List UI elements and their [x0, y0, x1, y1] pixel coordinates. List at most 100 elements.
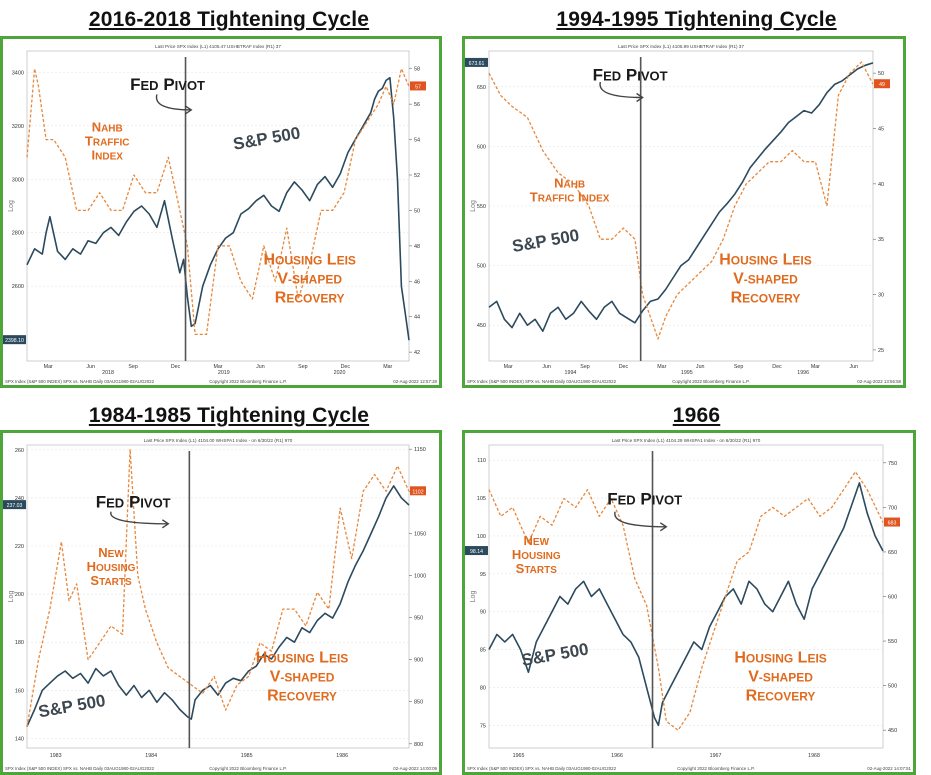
footer-timestamp: 02-Aug-2022 14:00:09 [393, 766, 437, 771]
y-right-tick-label: 58 [414, 67, 420, 73]
annotation-arrowhead [659, 522, 668, 532]
chart-frame: Last Price SPX Index (L1) 4105.99 USHBTR… [462, 36, 906, 388]
y-right-tick-label: 46 [414, 279, 420, 285]
badge-value: 683 [888, 521, 897, 527]
footer-source: SPX Index (S&P 500 INDEX) SPX vs. NAHB D… [467, 766, 617, 771]
chart-svg: Last Price SPX Index (L1) 4105.47 USHBTR… [3, 44, 438, 384]
annotation-recovery-line: V-SHAPED [270, 668, 335, 685]
y-right-tick-label: 600 [888, 595, 897, 601]
last-value-badge-left: 2398.10 [3, 335, 26, 345]
y-right-tick-label: 700 [888, 505, 897, 511]
y-left-tick-label: 160 [15, 688, 24, 694]
y-axis-label: Log [8, 200, 15, 212]
y-right-tick-label: 1000 [414, 573, 426, 579]
badge-background [874, 79, 890, 89]
x-tick-label: Dec [619, 364, 629, 370]
y-left-tick-label: 100 [477, 534, 486, 540]
y-right-tick-label: 44 [414, 315, 420, 321]
series-line-housing [26, 68, 410, 336]
y-right-tick-label: 56 [414, 102, 420, 108]
badge-background [465, 57, 488, 67]
y-left-tick-label: 2800 [12, 231, 24, 237]
x-tick-label: Dec [171, 364, 181, 370]
last-value-badge-right: 57 [410, 81, 426, 91]
annotation-recovery-line: RECOVERY [731, 290, 801, 307]
series-line-housing [26, 448, 410, 728]
x-tick-label: Mar [657, 364, 666, 370]
y-right-tick-label: 30 [878, 293, 884, 299]
last-value-badge-left: 237.03 [3, 500, 26, 510]
footer-source: SPX Index (S&P 500 INDEX) SPX vs. NAHB D… [467, 379, 617, 384]
y-left-tick-label: 240 [15, 496, 24, 502]
annotation-recovery-line: RECOVERY [275, 290, 345, 307]
annotation-recovery-line: V-SHAPED [733, 271, 798, 288]
y-left-tick-label: 220 [15, 544, 24, 550]
annotation-fed-pivot: FED PIVOT [593, 66, 668, 85]
annotation-recovery-line: HOUSING LEIS [734, 649, 826, 666]
footer-timestamp: 02-Aug-2022 13:56:58 [857, 379, 901, 384]
x-tick-label: Sep [580, 364, 589, 370]
x-tick-label: Jun [542, 364, 551, 370]
annotation-housing-line: NAHB [554, 175, 585, 190]
annotation-arrow [155, 94, 192, 111]
annotation-housing-line: NAHB [92, 120, 123, 135]
y-left-tick-label: 260 [15, 448, 24, 454]
footer-copyright: Copyright 2022 Bloomberg Finance L.P. [672, 379, 750, 384]
x-year-label: 1966 [611, 753, 623, 759]
y-left-tick-label: 450 [477, 323, 486, 329]
x-year-label: 1996 [797, 370, 809, 376]
y-right-tick-label: 450 [888, 728, 897, 734]
annotation-recovery-line: RECOVERY [746, 687, 816, 704]
x-year-label: 2018 [102, 370, 114, 376]
footer-copyright: Copyright 2022 Bloomberg Finance L.P. [209, 766, 287, 771]
y-left-tick-label: 650 [477, 85, 486, 91]
annotation-housing-line: STARTS [516, 561, 558, 576]
y-right-tick-label: 750 [888, 461, 897, 467]
x-tick-label: Dec [341, 364, 351, 370]
annotation-arrowhead [636, 92, 644, 103]
annotation-housing-line: NEW [98, 545, 124, 560]
x-tick-label: Mar [213, 364, 222, 370]
x-tick-label: Mar [811, 364, 820, 370]
x-year-label: 1983 [50, 753, 62, 759]
last-value-badge-right: 1102 [410, 486, 426, 496]
y-right-tick-label: 35 [878, 237, 884, 243]
chart-panel: 1966 Last Price SPX Index (L1) 4104.29 W… [462, 398, 931, 775]
y-left-tick-label: 600 [477, 144, 486, 150]
x-year-label: 1995 [681, 370, 693, 376]
y-axis-label: Log [8, 591, 15, 603]
y-right-tick-label: 50 [414, 208, 420, 214]
chart-svg: Last Price SPX Index (L1) 4104.29 WHSPA1… [465, 438, 912, 771]
y-right-tick-label: 650 [888, 550, 897, 556]
chart-svg: Last Price SPX Index (L1) 4105.99 USHBTR… [465, 44, 902, 384]
last-value-badge-right: 49 [874, 79, 890, 89]
annotation-housing-line: STARTS [90, 573, 132, 588]
chart-title: 1994-1995 Tightening Cycle [556, 8, 837, 31]
legend-header: Last Price SPX Index (L1) 4105.99 USHBTR… [618, 44, 744, 49]
x-tick-label: Jun [86, 364, 95, 370]
annotation-arrowhead [161, 519, 170, 529]
chart-panel: 2016-2018 Tightening Cycle Last Price SP… [0, 0, 458, 390]
badge-background [410, 81, 426, 91]
x-tick-label: Mar [504, 364, 513, 370]
annotation-housing-line: HOUSING [87, 559, 136, 574]
annotation-housing-line: HOUSING [512, 547, 561, 562]
plot-area [26, 444, 410, 749]
y-left-tick-label: 85 [480, 648, 486, 654]
badge-value: 1102 [412, 489, 423, 495]
footer-copyright: Copyright 2022 Bloomberg Finance L.P. [677, 766, 755, 771]
x-year-label: 1985 [241, 753, 253, 759]
annotation-fed-pivot: FED PIVOT [96, 492, 171, 511]
badge-value: 98.14 [470, 549, 483, 555]
y-right-tick-label: 42 [414, 350, 420, 356]
y-right-tick-label: 52 [414, 173, 420, 179]
x-year-label: 1967 [710, 753, 722, 759]
annotation-housing-line: NEW [524, 533, 550, 548]
last-value-badge-right: 683 [884, 517, 900, 527]
y-left-tick-label: 3400 [12, 70, 24, 76]
x-tick-label: Sep [734, 364, 743, 370]
y-right-tick-label: 800 [414, 742, 423, 748]
footer-timestamp: 02-Aug-2022 14:07:51 [867, 766, 911, 771]
y-right-tick-label: 950 [414, 616, 423, 622]
y-left-tick-label: 3200 [12, 124, 24, 130]
